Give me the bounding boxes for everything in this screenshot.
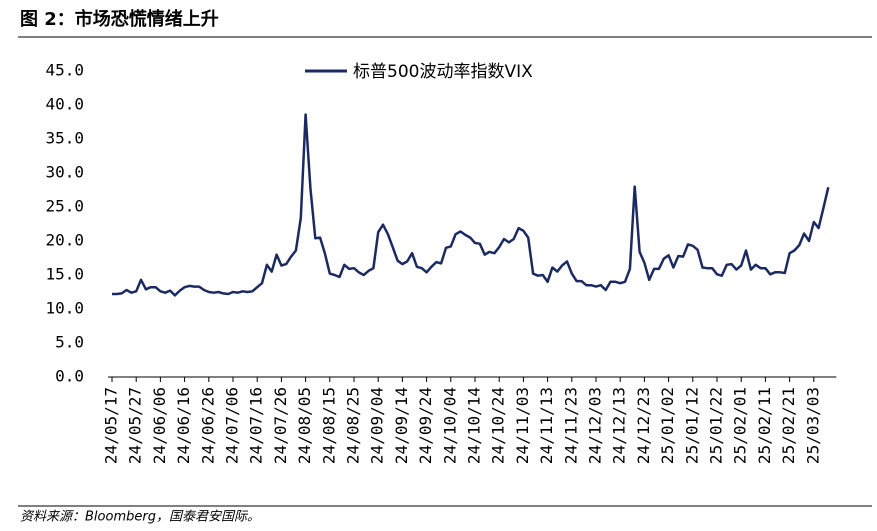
x-tick-label: 25/02/01 — [731, 387, 750, 464]
x-tick-label: 24/05/17 — [102, 387, 121, 464]
x-tick-label: 24/11/23 — [561, 387, 580, 464]
x-tick-label: 24/12/23 — [634, 387, 653, 464]
y-tick-label: 45.0 — [45, 61, 84, 80]
x-tick-label: 25/02/11 — [755, 387, 774, 464]
x-tick-label: 24/09/14 — [392, 387, 411, 464]
x-tick-label: 24/11/03 — [513, 387, 532, 464]
x-tick-label: 24/07/06 — [223, 387, 242, 464]
x-tick-label: 25/02/21 — [779, 387, 798, 464]
y-tick-label: 30.0 — [45, 163, 84, 182]
y-tick-label: 25.0 — [45, 197, 84, 216]
x-tick-label: 25/01/22 — [707, 387, 726, 464]
x-tick-label: 24/06/06 — [150, 387, 169, 464]
y-tick-label: 35.0 — [45, 129, 84, 148]
x-tick-label: 24/12/13 — [610, 387, 629, 464]
x-tick-label: 24/08/05 — [295, 387, 314, 464]
vix-line — [112, 113, 830, 297]
x-tick-label: 24/09/24 — [416, 387, 435, 464]
x-tick-label: 25/01/12 — [682, 387, 701, 464]
x-tick-label: 25/03/03 — [803, 387, 822, 464]
y-tick-label: 0.0 — [55, 367, 84, 386]
x-tick-label: 24/10/04 — [440, 387, 459, 464]
y-tick-label: 20.0 — [45, 231, 84, 250]
x-tick-label: 24/10/14 — [465, 387, 484, 464]
x-tick-label: 24/07/26 — [271, 387, 290, 464]
y-tick-label: 5.0 — [55, 333, 84, 352]
x-tick-label: 24/08/25 — [344, 387, 363, 464]
x-tick-label: 24/06/26 — [198, 387, 217, 464]
x-tick-label: 24/06/16 — [174, 387, 193, 464]
x-tick-label: 25/01/02 — [658, 387, 677, 464]
x-tick-label: 24/08/15 — [319, 387, 338, 464]
x-tick-label: 24/07/16 — [247, 387, 266, 464]
y-tick-label: 15.0 — [45, 265, 84, 284]
chart-title: 图 2：市场恐慌情绪上升 — [20, 8, 219, 30]
legend-label: 标普500波动率指数VIX — [353, 62, 533, 82]
x-tick-label: 24/05/27 — [126, 387, 145, 464]
x-tick-label: 24/11/13 — [537, 387, 556, 464]
y-tick-label: 40.0 — [45, 95, 84, 114]
y-tick-label: 10.0 — [45, 299, 84, 318]
source-note: 资料来源：Bloomberg，国泰君安国际。 — [20, 510, 260, 525]
x-tick-label: 24/09/04 — [368, 387, 387, 464]
x-tick-label: 24/10/24 — [489, 387, 508, 464]
x-tick-label: 24/12/03 — [586, 387, 605, 464]
